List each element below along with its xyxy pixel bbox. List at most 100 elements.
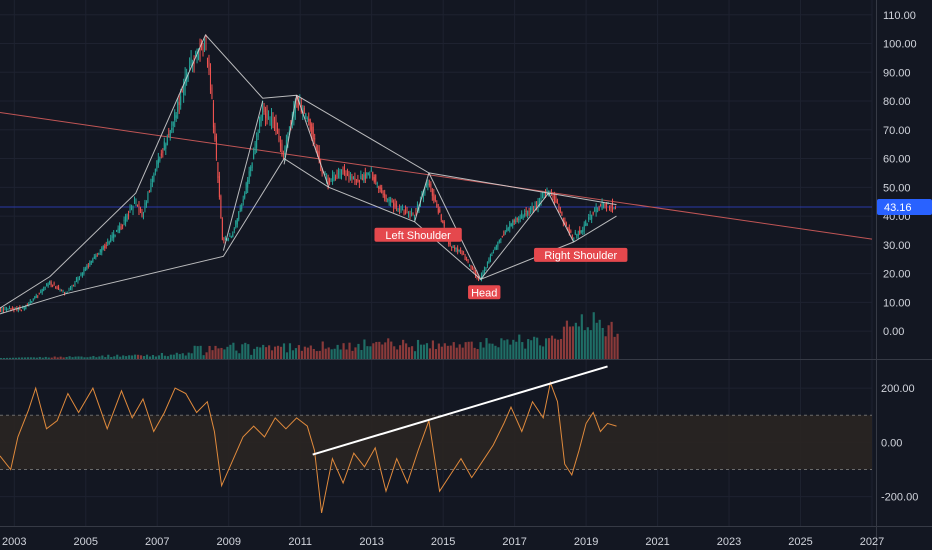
candle-body — [311, 123, 313, 135]
candle-body — [329, 178, 331, 184]
candle-body — [570, 230, 572, 233]
time-tick-label: 2009 — [216, 536, 240, 548]
candle-body — [257, 133, 259, 138]
candle-body — [603, 202, 605, 208]
candle-body — [430, 183, 432, 188]
volume-bar — [297, 345, 300, 359]
volume-bar — [381, 344, 384, 359]
candle-body — [233, 228, 235, 231]
candle-body — [145, 202, 147, 206]
volume-bar — [586, 327, 589, 359]
candle-body — [7, 308, 9, 310]
pattern-line[interactable] — [0, 33, 617, 309]
candle-body — [528, 211, 530, 213]
pattern-lines[interactable] — [0, 33, 617, 315]
volume-bar — [515, 341, 518, 359]
volume-bar — [342, 343, 345, 359]
volume-bar — [375, 341, 378, 359]
candle-body — [309, 119, 311, 130]
volume-bar — [50, 357, 53, 359]
candle-body — [436, 203, 438, 207]
candle-body — [573, 237, 575, 239]
volume-bar — [431, 340, 435, 359]
volume-bar — [47, 357, 50, 359]
candle-body — [187, 74, 189, 80]
candle-body — [251, 162, 253, 168]
candle-body — [198, 54, 200, 59]
candle-body — [131, 207, 133, 210]
volume-bar — [136, 354, 140, 359]
candle-body — [32, 298, 34, 301]
volume-bar — [128, 355, 131, 359]
candle-body — [123, 219, 125, 222]
candle-body — [142, 212, 144, 218]
volume-bar — [196, 346, 199, 359]
volume-bar — [41, 357, 44, 359]
volume-bar — [512, 339, 515, 359]
candle-body — [614, 208, 616, 210]
candle-body — [114, 234, 116, 236]
candle-body — [111, 235, 113, 239]
left-shoulder-label: Left Shoulder — [385, 230, 451, 242]
candle-body — [14, 307, 16, 309]
pattern-line[interactable] — [222, 100, 264, 251]
candle-body — [268, 113, 270, 115]
candle-body — [5, 308, 7, 310]
volume-bar — [101, 355, 104, 359]
pattern-line[interactable] — [283, 95, 298, 165]
candle-body — [254, 143, 256, 155]
price-trendline[interactable] — [0, 112, 873, 240]
candle-body — [476, 272, 478, 278]
volume-bar — [592, 312, 595, 359]
volume-bar — [92, 355, 95, 359]
candle-body — [534, 206, 536, 208]
candle-body — [422, 192, 424, 199]
volume-bar — [333, 348, 336, 359]
candle-body — [263, 105, 265, 112]
candle-body — [507, 228, 509, 230]
candle-body — [209, 68, 211, 91]
candle-body — [189, 65, 191, 69]
volume-bar — [86, 357, 89, 359]
candle-body — [306, 117, 308, 119]
pattern-line[interactable] — [548, 192, 575, 243]
candle-body — [384, 193, 386, 198]
candle-body — [190, 59, 192, 66]
volume-bar — [163, 355, 166, 359]
candle-body — [242, 199, 244, 202]
volume-bar — [443, 343, 446, 359]
candle-body — [314, 138, 316, 140]
volume-bar — [491, 343, 494, 359]
time-axis[interactable]: 2003 2005 2007 2009 2011 2013 2015 2017 2019 2021… — [2, 536, 884, 548]
volume-bar — [396, 349, 399, 359]
indicator-trendline[interactable] — [312, 365, 608, 456]
candle-body — [208, 60, 210, 72]
candle-body — [271, 115, 273, 123]
candle-body — [92, 259, 94, 263]
candle-body — [545, 193, 546, 195]
pattern-line[interactable] — [414, 172, 430, 222]
candle-body — [59, 289, 61, 291]
pattern-line[interactable] — [296, 95, 330, 188]
volume-bar — [89, 356, 92, 359]
candle-body — [312, 126, 314, 139]
candle-body — [431, 188, 433, 196]
candle-body — [345, 173, 347, 177]
volume-bar — [506, 339, 509, 359]
pattern-line[interactable] — [428, 172, 482, 280]
candle-body — [201, 43, 203, 51]
volume-bar — [339, 349, 342, 359]
candle-body — [1, 309, 3, 313]
volume-bar — [419, 344, 423, 359]
volume-bar — [524, 348, 527, 359]
volume-bar — [607, 325, 610, 359]
candle-body — [531, 207, 533, 210]
candle-body — [273, 121, 275, 124]
candle-body — [466, 259, 468, 261]
volume-bar — [464, 342, 467, 359]
pattern-line[interactable] — [480, 192, 549, 280]
candle-body — [281, 143, 283, 153]
candle-body — [503, 234, 505, 236]
candle-body — [461, 253, 463, 255]
